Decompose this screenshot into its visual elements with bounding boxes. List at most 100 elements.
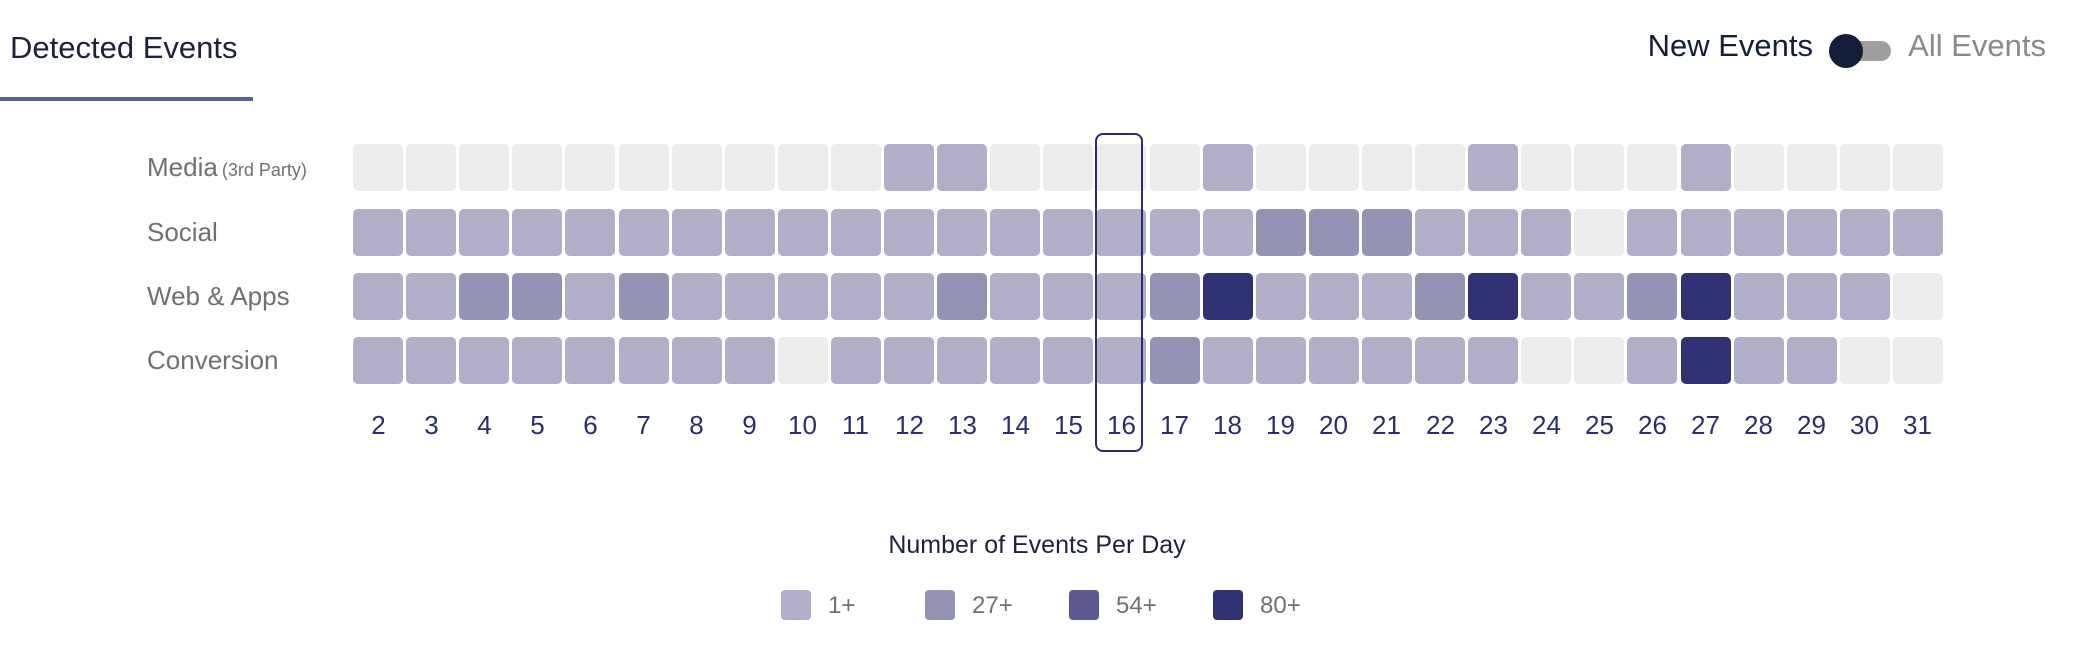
heatmap-cell[interactable]	[565, 209, 615, 256]
heatmap-cell[interactable]	[1309, 144, 1359, 191]
heatmap-cell[interactable]	[937, 337, 987, 384]
heatmap-cell[interactable]	[1787, 209, 1837, 256]
heatmap-cell[interactable]	[672, 337, 722, 384]
heatmap-cell[interactable]	[1574, 209, 1624, 256]
heatmap-cell[interactable]	[884, 144, 934, 191]
day-tick-label[interactable]: 24	[1532, 410, 1561, 440]
heatmap-cell[interactable]	[831, 337, 881, 384]
heatmap-cell[interactable]	[778, 273, 828, 320]
heatmap-cell[interactable]	[1574, 273, 1624, 320]
heatmap-cell[interactable]	[1627, 144, 1677, 191]
heatmap-cell[interactable]	[353, 144, 403, 191]
heatmap-cell[interactable]	[937, 273, 987, 320]
heatmap-cell[interactable]	[1681, 273, 1731, 320]
heatmap-cell[interactable]	[1362, 209, 1412, 256]
heatmap-cell[interactable]	[1256, 337, 1306, 384]
heatmap-cell[interactable]	[512, 209, 562, 256]
heatmap-cell[interactable]	[778, 337, 828, 384]
heatmap-cell[interactable]	[619, 337, 669, 384]
heatmap-cell[interactable]	[778, 209, 828, 256]
heatmap-cell[interactable]	[1362, 273, 1412, 320]
heatmap-cell[interactable]	[1415, 337, 1465, 384]
day-tick-label[interactable]: 31	[1903, 410, 1932, 440]
heatmap-cell[interactable]	[1734, 273, 1784, 320]
selected-day-highlight[interactable]	[1095, 133, 1143, 452]
heatmap-cell[interactable]	[1043, 209, 1093, 256]
day-tick-label[interactable]: 7	[636, 410, 651, 440]
heatmap-cell[interactable]	[1734, 337, 1784, 384]
heatmap-cell[interactable]	[990, 144, 1040, 191]
heatmap-cell[interactable]	[459, 209, 509, 256]
heatmap-cell[interactable]	[1893, 209, 1943, 256]
heatmap-cell[interactable]	[1415, 144, 1465, 191]
day-tick-label[interactable]: 18	[1213, 410, 1242, 440]
heatmap-cell[interactable]	[725, 144, 775, 191]
heatmap-cell[interactable]	[1840, 209, 1890, 256]
heatmap-cell[interactable]	[1893, 337, 1943, 384]
day-tick-label[interactable]: 25	[1585, 410, 1614, 440]
tab-detected-events[interactable]: Detected Events	[0, 0, 253, 102]
heatmap-cell[interactable]	[1840, 337, 1890, 384]
day-tick-label[interactable]: 29	[1797, 410, 1826, 440]
heatmap-cell[interactable]	[1521, 144, 1571, 191]
heatmap-cell[interactable]	[1415, 209, 1465, 256]
heatmap-cell[interactable]	[672, 273, 722, 320]
day-tick-label[interactable]: 4	[477, 410, 492, 440]
heatmap-cell[interactable]	[1150, 209, 1200, 256]
heatmap-cell[interactable]	[725, 273, 775, 320]
heatmap-cell[interactable]	[1893, 144, 1943, 191]
heatmap-cell[interactable]	[1468, 209, 1518, 256]
heatmap-cell[interactable]	[512, 273, 562, 320]
heatmap-cell[interactable]	[406, 273, 456, 320]
day-tick-label[interactable]: 21	[1372, 410, 1401, 440]
heatmap-cell[interactable]	[353, 337, 403, 384]
heatmap-cell[interactable]	[1574, 337, 1624, 384]
heatmap-cell[interactable]	[990, 273, 1040, 320]
heatmap-cell[interactable]	[1787, 273, 1837, 320]
heatmap-cell[interactable]	[1893, 273, 1943, 320]
heatmap-cell[interactable]	[1096, 144, 1146, 191]
heatmap-cell[interactable]	[831, 273, 881, 320]
day-tick-label[interactable]: 28	[1744, 410, 1773, 440]
heatmap-cell[interactable]	[565, 337, 615, 384]
heatmap-cell[interactable]	[1362, 144, 1412, 191]
heatmap-cell[interactable]	[1256, 144, 1306, 191]
day-tick-label[interactable]: 13	[948, 410, 977, 440]
heatmap-cell[interactable]	[1203, 144, 1253, 191]
day-tick-label[interactable]: 6	[583, 410, 598, 440]
heatmap-cell[interactable]	[990, 209, 1040, 256]
heatmap-cell[interactable]	[1362, 337, 1412, 384]
heatmap-cell[interactable]	[1150, 337, 1200, 384]
heatmap-cell[interactable]	[1043, 273, 1093, 320]
heatmap-cell[interactable]	[1256, 209, 1306, 256]
heatmap-cell[interactable]	[1787, 144, 1837, 191]
heatmap-cell[interactable]	[619, 144, 669, 191]
heatmap-cell[interactable]	[1840, 273, 1890, 320]
heatmap-cell[interactable]	[512, 144, 562, 191]
heatmap-cell[interactable]	[1521, 209, 1571, 256]
heatmap-cell[interactable]	[406, 337, 456, 384]
heatmap-cell[interactable]	[884, 273, 934, 320]
day-tick-label[interactable]: 22	[1426, 410, 1455, 440]
heatmap-cell[interactable]	[1734, 144, 1784, 191]
day-tick-label[interactable]: 14	[1001, 410, 1030, 440]
day-tick-label[interactable]: 12	[895, 410, 924, 440]
heatmap-cell[interactable]	[672, 209, 722, 256]
day-tick-label[interactable]: 3	[424, 410, 439, 440]
heatmap-cell[interactable]	[1150, 144, 1200, 191]
heatmap-cell[interactable]	[1043, 144, 1093, 191]
day-tick-label[interactable]: 8	[689, 410, 704, 440]
heatmap-cell[interactable]	[1468, 144, 1518, 191]
heatmap-cell[interactable]	[1521, 273, 1571, 320]
day-tick-label[interactable]: 20	[1319, 410, 1348, 440]
heatmap-cell[interactable]	[1096, 273, 1146, 320]
heatmap-cell[interactable]	[1627, 209, 1677, 256]
heatmap-cell[interactable]	[1627, 273, 1677, 320]
day-tick-label[interactable]: 5	[530, 410, 545, 440]
day-tick-label[interactable]: 26	[1638, 410, 1667, 440]
heatmap-cell[interactable]	[725, 337, 775, 384]
heatmap-cell[interactable]	[937, 144, 987, 191]
heatmap-cell[interactable]	[1309, 337, 1359, 384]
heatmap-cell[interactable]	[1787, 337, 1837, 384]
day-tick-label[interactable]: 15	[1054, 410, 1083, 440]
